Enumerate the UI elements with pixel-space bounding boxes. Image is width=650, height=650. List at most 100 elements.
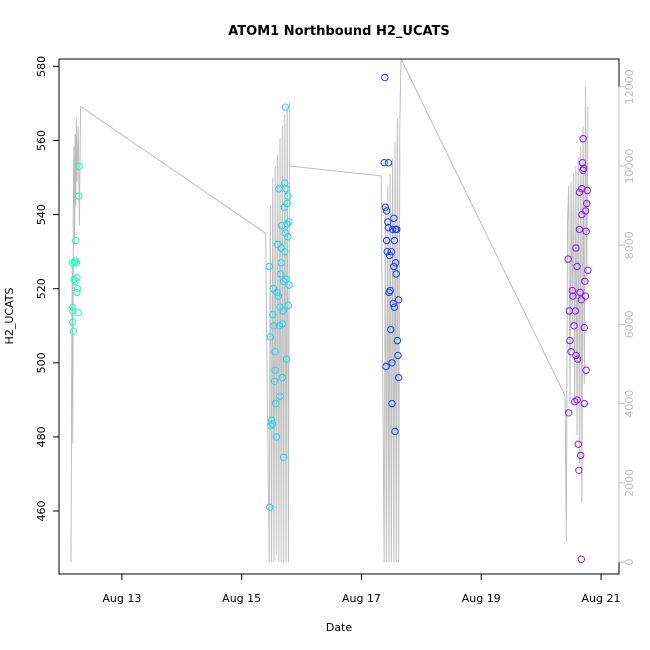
data-point xyxy=(575,188,584,197)
data-point xyxy=(74,309,82,317)
data-point xyxy=(71,257,79,265)
y-tick-label: 580 xyxy=(35,56,48,77)
data-point xyxy=(272,433,281,441)
y-right-tick-label: 6000 xyxy=(623,310,636,338)
data-point xyxy=(381,73,389,82)
data-point xyxy=(275,185,283,193)
data-point xyxy=(279,453,288,461)
data-point xyxy=(284,301,293,310)
y-tick-label: 460 xyxy=(35,501,48,522)
data-point xyxy=(279,277,288,285)
data-point xyxy=(73,273,81,282)
data-point xyxy=(394,296,403,304)
data-point xyxy=(73,288,81,297)
data-point xyxy=(283,220,291,228)
data-point xyxy=(386,286,394,295)
data-point xyxy=(72,259,81,267)
data-point xyxy=(270,377,279,385)
data-point xyxy=(75,192,83,200)
altitude-line xyxy=(70,58,589,563)
data-point xyxy=(382,362,390,371)
data-point xyxy=(276,392,284,400)
y-axis-left: 460 480 500 520 540 560 580 xyxy=(35,56,60,522)
data-point xyxy=(276,270,285,278)
data-point xyxy=(580,323,588,332)
data-point xyxy=(387,248,396,256)
data-point xyxy=(583,186,591,195)
data-point xyxy=(285,218,293,226)
data-point xyxy=(283,199,291,208)
data-point xyxy=(69,303,77,311)
data-point xyxy=(69,318,77,326)
data-point xyxy=(390,236,399,245)
data-point xyxy=(582,366,590,374)
data-point xyxy=(281,229,290,237)
data-point xyxy=(572,351,580,360)
y-tick-label: 540 xyxy=(35,204,48,225)
data-point xyxy=(269,310,277,319)
data-point xyxy=(384,223,393,232)
data-point xyxy=(567,348,575,356)
data-point xyxy=(568,286,576,295)
data-point xyxy=(382,207,391,215)
data-point xyxy=(581,207,590,215)
y-right-tick-label: 2000 xyxy=(623,469,636,497)
y-axis-right: 0 2000 4000 6000 8000 10000 12000 xyxy=(618,69,636,566)
x-axis-label: Date xyxy=(326,621,353,634)
data-point xyxy=(387,325,395,334)
data-point xyxy=(75,162,84,171)
data-point xyxy=(381,203,390,211)
x-tick-label: Aug 13 xyxy=(102,592,141,605)
data-point xyxy=(580,399,588,408)
x-tick-label: Aug 17 xyxy=(342,592,381,605)
data-point xyxy=(575,466,583,474)
data-point xyxy=(285,281,293,289)
y-tick-label: 520 xyxy=(35,278,48,299)
data-point xyxy=(578,185,586,193)
data-point xyxy=(391,427,399,436)
data-point xyxy=(566,336,574,345)
data-point xyxy=(569,292,577,300)
data-point xyxy=(389,299,397,308)
x-tick-label: Aug 19 xyxy=(462,592,501,605)
data-point xyxy=(273,288,281,297)
data-point xyxy=(564,255,572,263)
data-point xyxy=(265,262,273,271)
data-point xyxy=(271,348,279,356)
data-point xyxy=(282,275,290,284)
data-point xyxy=(278,320,287,328)
data-point xyxy=(391,259,400,267)
data-point xyxy=(582,227,590,236)
data-point xyxy=(268,420,276,428)
data-point xyxy=(271,366,279,374)
data-point xyxy=(565,409,573,417)
data-point xyxy=(575,225,584,234)
data-point xyxy=(388,359,396,367)
x-axis: Aug 13 Aug 15 Aug 17 Aug 19 Aug 21 xyxy=(102,573,621,605)
data-point xyxy=(394,373,403,382)
data-point xyxy=(278,222,286,230)
data-point xyxy=(72,236,80,245)
data-point xyxy=(570,322,578,330)
data-point xyxy=(281,248,289,256)
y-right-tick-label: 10000 xyxy=(623,148,636,183)
data-point xyxy=(281,103,290,111)
data-point xyxy=(279,307,287,315)
y-right-tick-label: 0 xyxy=(623,559,636,566)
data-point xyxy=(284,192,292,200)
data-point xyxy=(266,503,274,511)
data-point xyxy=(580,164,588,173)
y-tick-label: 500 xyxy=(35,352,48,373)
data-point xyxy=(393,225,401,234)
data-point xyxy=(577,296,585,304)
data-point xyxy=(581,292,590,300)
data-point xyxy=(579,135,587,143)
data-point xyxy=(577,555,585,563)
data-point xyxy=(270,322,278,330)
data-point xyxy=(581,277,589,285)
data-point xyxy=(384,218,392,226)
data-point xyxy=(380,159,388,167)
data-point xyxy=(573,262,581,271)
